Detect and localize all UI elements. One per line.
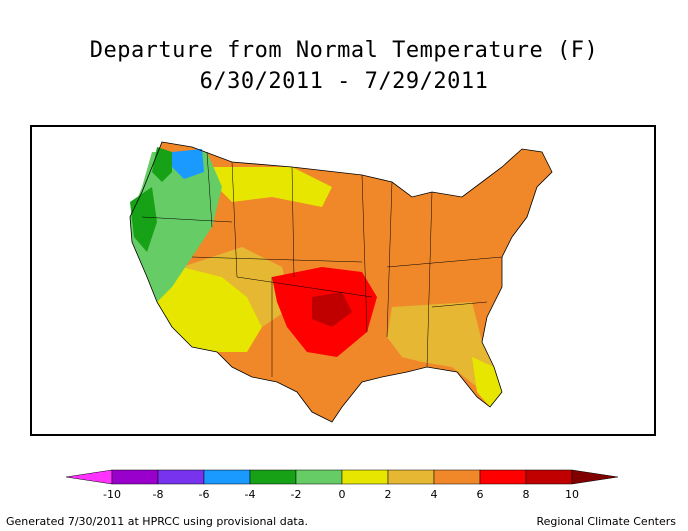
legend-swatch: [479, 469, 527, 485]
legend-arrow-high: [571, 469, 619, 485]
legend-swatch: [249, 469, 297, 485]
legend-tick-label: 8: [522, 488, 530, 501]
legend-tick-label: -10: [103, 488, 121, 501]
us-border-outline: [129, 141, 553, 423]
legend-tick-label: 4: [430, 488, 438, 501]
region-yellow-florida: [472, 357, 502, 407]
legend-swatch: [295, 469, 343, 485]
legend-swatch: [525, 469, 573, 485]
region-darkred-oklahoma: [312, 292, 352, 327]
legend-color-bar: [65, 469, 619, 485]
legend-tick-label: -4: [244, 488, 256, 501]
region-gold-west: [182, 247, 292, 327]
legend-swatch: [203, 469, 251, 485]
source-credit: Regional Climate Centers: [536, 515, 676, 528]
region-darkgreen-washington: [152, 147, 172, 182]
region-gold-southeast: [387, 302, 494, 387]
date-range-subtitle: 6/30/2011 - 7/29/2011: [199, 69, 489, 94]
legend-swatch: [433, 469, 481, 485]
region-blue-washington: [172, 149, 204, 179]
legend-swatch: [341, 469, 389, 485]
legend-arrow-low: [65, 469, 113, 485]
region-green-northwest: [130, 152, 222, 302]
state-borders: [141, 151, 503, 377]
legend-tick-label: -2: [290, 488, 302, 501]
legend-tick-label: -6: [198, 488, 210, 501]
map-title: Departure from Normal Temperature (F): [89, 38, 599, 63]
legend-tick-label: -8: [152, 488, 164, 501]
legend-tick-label: 10: [565, 488, 579, 501]
legend-tick-label: 0: [338, 488, 346, 501]
region-yellow-southwest: [152, 267, 262, 352]
temperature-departure-map: [30, 125, 656, 436]
legend-swatch: [111, 469, 159, 485]
color-scale-legend: -10 -8 -6 -4 -2 0 2 4 6 8 10: [65, 468, 626, 508]
region-yellow-north: [212, 167, 332, 207]
legend-swatch: [387, 469, 435, 485]
legend-tick-label: 6: [476, 488, 484, 501]
us-map-svg: [129, 141, 553, 423]
legend-tick-label: 2: [384, 488, 392, 501]
generated-note: Generated 7/30/2011 at HPRCC using provi…: [6, 515, 308, 528]
legend-swatch: [157, 469, 205, 485]
